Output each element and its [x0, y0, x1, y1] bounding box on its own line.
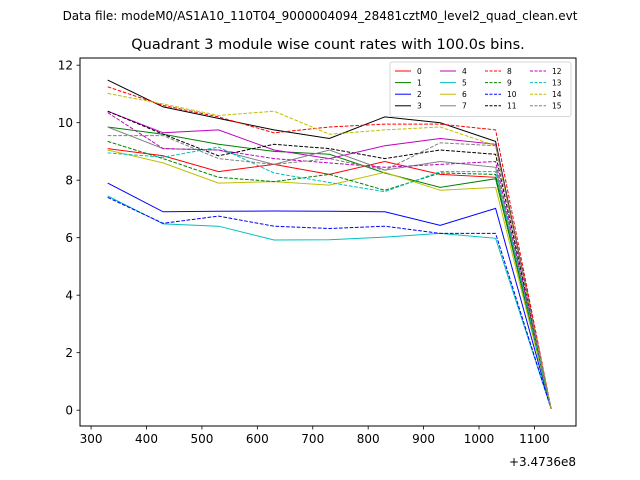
legend-label-10: 10	[507, 90, 517, 99]
y-tick-label: 12	[58, 59, 73, 73]
x-tick-label: 300	[80, 432, 103, 446]
series-line-12	[107, 112, 552, 409]
series-layer	[107, 79, 552, 409]
legend-label-12: 12	[552, 67, 562, 76]
x-tick-label: 1100	[519, 432, 550, 446]
series-line-5	[107, 195, 552, 409]
series-line-6	[107, 149, 552, 409]
legend-label-7: 7	[462, 102, 467, 111]
legend-label-9: 9	[507, 78, 512, 87]
plot-frame	[79, 57, 577, 427]
x-tick-label: 700	[301, 432, 324, 446]
series-line-8	[107, 86, 552, 409]
legend-label-1: 1	[417, 78, 422, 87]
series-line-7	[107, 126, 552, 409]
series-line-1	[107, 126, 552, 409]
series-line-15	[107, 135, 552, 409]
x-tick-label: 500	[190, 432, 213, 446]
x-tick-label: 400	[135, 432, 158, 446]
y-tick-label: 2	[65, 346, 73, 360]
y-tick-label: 4	[65, 289, 73, 303]
x-tick-label: 600	[246, 432, 269, 446]
legend-label-0: 0	[417, 67, 422, 76]
x-tick-label: 800	[357, 432, 380, 446]
series-line-2	[107, 182, 552, 409]
series-line-9	[107, 140, 552, 409]
legend-box	[389, 61, 572, 117]
series-line-13	[107, 146, 552, 409]
y-tick-label: 8	[65, 174, 73, 188]
legend-label-2: 2	[417, 90, 422, 99]
series-line-10	[107, 196, 552, 409]
x-axis-offset-label: +3.4736e8	[509, 455, 576, 469]
series-line-3	[107, 79, 552, 409]
figure-suptitle: Data file: modeM0/AS1A10_110T04_90000040…	[63, 9, 578, 23]
legend-label-11: 11	[507, 102, 517, 111]
legend-label-14: 14	[552, 90, 562, 99]
chart-title: Quadrant 3 module wise count rates with …	[131, 37, 525, 53]
legend-label-4: 4	[462, 67, 467, 76]
legend-label-15: 15	[552, 102, 562, 111]
y-axis: 0 2 4 6 8 10 12	[58, 59, 80, 418]
legend-label-5: 5	[462, 78, 467, 87]
series-line-11	[107, 110, 552, 409]
x-tick-label: 900	[412, 432, 435, 446]
y-tick-label: 10	[58, 116, 73, 130]
x-axis: 300 400 500 600 700 800 900 1000 1100	[80, 426, 550, 446]
legend-label-6: 6	[462, 90, 467, 99]
x-tick-label: 1000	[464, 432, 495, 446]
legend-label-13: 13	[552, 78, 562, 87]
legend-label-3: 3	[417, 102, 422, 111]
legend-label-8: 8	[507, 67, 512, 76]
series-line-4	[107, 110, 552, 409]
y-tick-label: 0	[65, 404, 73, 418]
y-tick-label: 6	[65, 231, 73, 245]
series-line-14	[107, 92, 552, 409]
